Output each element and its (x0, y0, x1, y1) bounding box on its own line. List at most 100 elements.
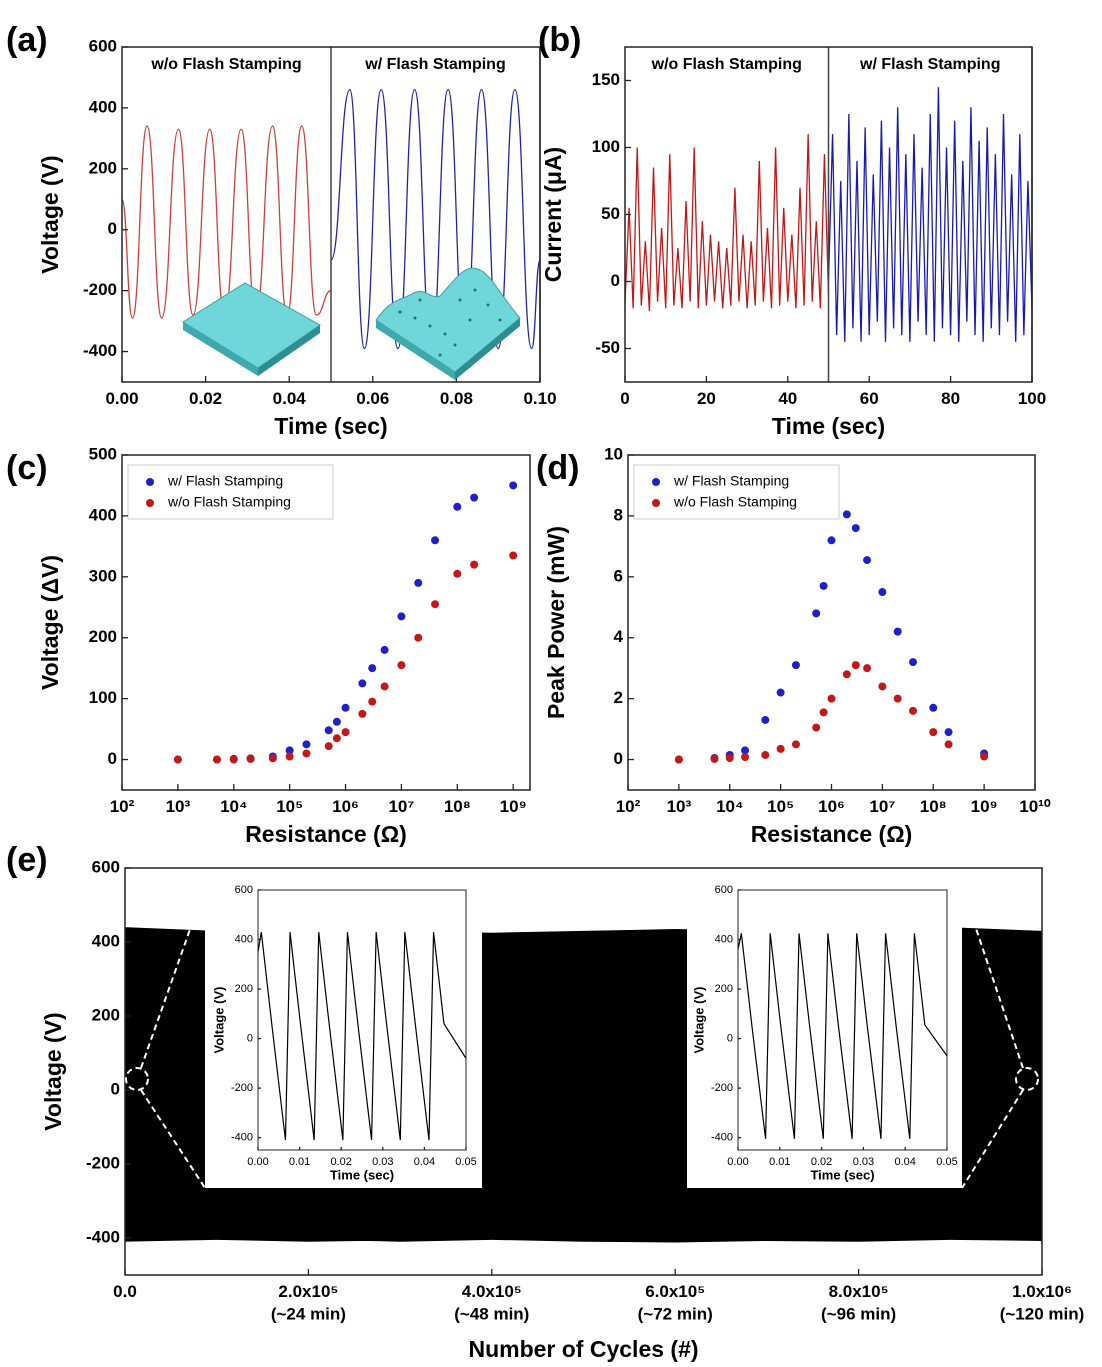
y-tick-label: 0 (247, 1032, 253, 1044)
x-tick-label: 0.05 (936, 1156, 957, 1168)
data-point (268, 754, 277, 763)
data-line (330, 88, 541, 350)
y-tick-label: 0 (727, 1032, 733, 1044)
data-point (302, 749, 311, 758)
data-point (893, 627, 902, 636)
y-tick-label: 0 (611, 271, 620, 290)
y-tick-label: 500 (89, 444, 117, 463)
x-tick-label: 40 (778, 389, 797, 408)
data-line (827, 87, 1033, 342)
film-side (258, 325, 320, 376)
x-tick-note: (~96 min) (821, 1304, 896, 1323)
data-point (285, 752, 294, 761)
x-tick-label: 0.01 (289, 1156, 310, 1168)
data-point (863, 556, 872, 565)
legend-box (633, 464, 840, 520)
x-tick-label: 4.0x10⁵ (462, 1282, 522, 1301)
x-tick-label: 10⁷ (388, 797, 414, 816)
plot-frame (257, 889, 467, 1151)
y-tick-label: 10 (604, 444, 623, 463)
panel-label: (b) (538, 21, 581, 59)
y-tick-label: -200 (711, 1082, 733, 1094)
panel-label: (e) (6, 841, 48, 879)
panel-label: (a) (6, 21, 48, 59)
y-tick-label: 400 (235, 933, 253, 945)
x-tick-label: 10⁵ (767, 797, 794, 816)
x-tick-label: 10⁷ (869, 797, 895, 816)
y-tick-label: 600 (92, 857, 120, 876)
x-tick-label: 0.10 (523, 389, 556, 408)
y-tick-label: 8 (614, 505, 623, 524)
x-axis-label: Time (sec) (330, 1167, 394, 1182)
data-point (324, 742, 333, 751)
x-tick-label: 10⁸ (920, 797, 947, 816)
zoom-circle (125, 1067, 149, 1091)
data-point (842, 510, 851, 519)
x-tick-label: 10² (110, 797, 135, 816)
x-tick-label: 10⁴ (716, 797, 743, 816)
y-tick-label: 0 (111, 1079, 120, 1098)
x-tick-label: 10⁵ (276, 797, 303, 816)
y-axis-label: Current (μA) (540, 147, 566, 282)
annotation: w/ Flash Stamping (859, 56, 1000, 73)
y-tick-label: -200 (231, 1082, 253, 1094)
y-tick-label: 200 (92, 1005, 120, 1024)
data-point (980, 752, 989, 761)
y-tick-label: -200 (83, 280, 117, 299)
legend-label: w/ Flash Stamping (673, 473, 789, 489)
data-point (453, 502, 462, 511)
y-tick-label: 200 (715, 983, 733, 995)
x-tick-label: 0.04 (273, 389, 307, 408)
data-point (929, 703, 938, 712)
data-line (624, 134, 830, 312)
data-point (819, 581, 828, 590)
data-point (776, 744, 785, 753)
x-axis-label: Time (sec) (772, 413, 885, 439)
data-point (929, 728, 938, 737)
legend-label: w/o Flash Stamping (167, 494, 291, 510)
x-axis-label: Number of Cycles (#) (468, 1336, 698, 1362)
data-point (791, 661, 800, 670)
data-point (470, 493, 479, 502)
data-point (761, 750, 770, 759)
data-point (414, 633, 423, 642)
y-tick-label: 200 (89, 158, 117, 177)
x-tick-label: 10⁹ (500, 797, 527, 816)
data-point (812, 723, 821, 732)
x-tick-label: 10⁶ (332, 797, 359, 816)
y-axis-label: Voltage (V) (40, 1012, 66, 1130)
y-tick-label: -50 (595, 338, 620, 357)
stamped-film-inset (375, 267, 521, 380)
y-tick-label: 300 (89, 566, 117, 585)
data-point (842, 670, 851, 679)
plot-frame (124, 867, 1043, 1276)
data-point (431, 536, 440, 545)
film-top (375, 267, 521, 373)
x-tick-note: (~72 min) (638, 1304, 713, 1323)
x-tick-note: (~48 min) (454, 1304, 529, 1323)
film-side (183, 322, 258, 376)
data-point (397, 661, 406, 670)
data-point (776, 688, 785, 697)
inset-background (687, 885, 962, 1188)
data-point (173, 755, 182, 764)
panel-label: (c) (6, 449, 48, 487)
y-tick-label: 150 (592, 70, 620, 89)
legend-label: w/ Flash Stamping (167, 473, 283, 489)
panel-label: (d) (536, 449, 579, 487)
data-point (851, 661, 860, 670)
data-point (470, 560, 479, 569)
x-tick-label: 0.02 (189, 389, 222, 408)
annotation: w/o Flash Stamping (150, 56, 301, 73)
data-point (368, 664, 377, 673)
x-tick-label: 0.04 (894, 1156, 915, 1168)
x-tick-label: 1.0x10⁶ (1012, 1282, 1072, 1301)
zoom-line (140, 886, 206, 1069)
x-tick-label: 80 (941, 389, 960, 408)
data-point (302, 740, 311, 749)
x-tick-label: 0.00 (105, 389, 138, 408)
data-point (509, 551, 518, 560)
